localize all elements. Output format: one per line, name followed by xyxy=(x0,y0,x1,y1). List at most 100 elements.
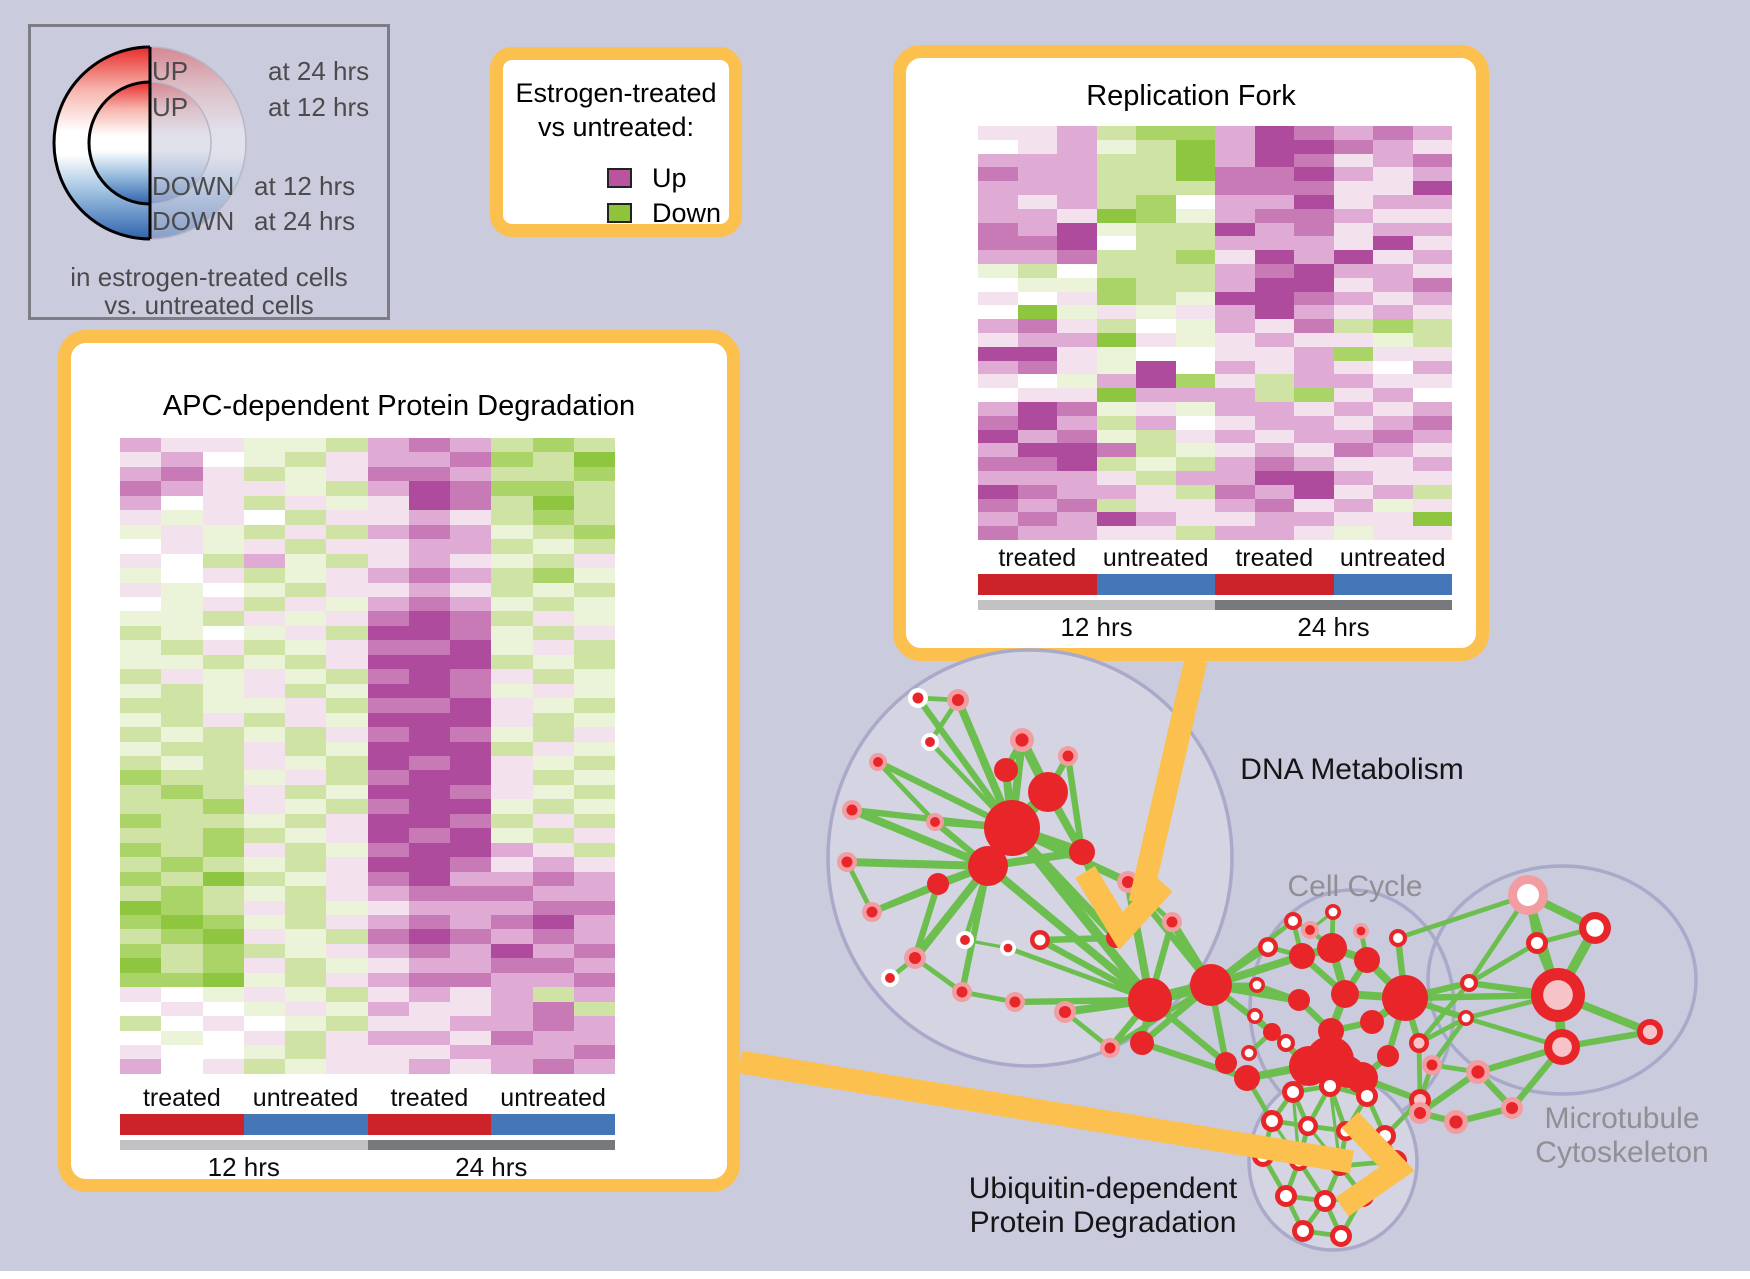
heatmap-cell xyxy=(1057,222,1097,237)
heatmap-cell xyxy=(243,958,285,973)
heatmap-cell xyxy=(1294,139,1334,154)
heatmap-cell xyxy=(1096,526,1136,540)
ring-down-24-label: DOWN xyxy=(152,206,235,236)
heatmap-cell xyxy=(1215,181,1255,195)
heatmap-cell xyxy=(450,741,492,756)
apc-heatmap xyxy=(120,438,615,1074)
heatmap-cell xyxy=(1412,194,1452,209)
heatmap-cell xyxy=(367,828,409,843)
heatmap-cell xyxy=(450,698,492,713)
heatmap-cell xyxy=(1017,208,1057,223)
heatmap-cell xyxy=(202,495,244,511)
heatmap-cell xyxy=(450,611,492,626)
heatmap-cell xyxy=(120,1001,162,1017)
heatmap-cell xyxy=(243,611,285,626)
heatmap-cell xyxy=(161,842,203,858)
heatmap-cell xyxy=(326,640,368,655)
heatmap-cell xyxy=(532,886,574,901)
heatmap-cell xyxy=(450,857,492,872)
heatmap-cell xyxy=(120,943,162,959)
heatmap-row xyxy=(120,669,615,684)
heatmap-cell xyxy=(1057,139,1097,154)
heatmap-cell xyxy=(1294,153,1334,168)
heatmap-cell xyxy=(573,510,615,525)
network-node xyxy=(1215,1052,1237,1074)
heatmap-cell xyxy=(1017,194,1057,209)
heatmap-cell xyxy=(978,346,1018,361)
heatmap-cell xyxy=(367,1016,409,1031)
heatmap-cell xyxy=(532,452,574,467)
heatmap-cell xyxy=(1175,401,1215,416)
heatmap-cell xyxy=(243,813,285,829)
heatmap-cell xyxy=(326,943,368,959)
heatmap-row xyxy=(120,596,615,612)
heatmap-cell xyxy=(1333,443,1373,458)
network-node xyxy=(1382,975,1428,1021)
heatmap-cell xyxy=(1294,429,1334,444)
heatmap-cell xyxy=(450,784,492,800)
time-label: 12 hrs xyxy=(207,1152,280,1182)
heatmap-cell xyxy=(573,755,615,771)
heatmap-cell xyxy=(408,900,450,915)
heatmap-cell xyxy=(243,582,285,597)
heatmap-cell xyxy=(367,755,409,771)
heatmap-cell xyxy=(202,1016,244,1031)
network-edge xyxy=(911,880,942,962)
heatmap-cell xyxy=(120,828,162,843)
heatmap-row xyxy=(978,277,1452,292)
heatmap-cell xyxy=(1017,277,1057,292)
network-node-core xyxy=(1328,907,1338,917)
heatmap-cell xyxy=(408,553,450,569)
heatmap-row xyxy=(120,466,615,482)
heatmap-cell xyxy=(367,524,409,540)
apc-time-bars xyxy=(120,1140,615,1150)
heatmap-cell xyxy=(1294,222,1334,237)
heatmap-cell xyxy=(202,466,244,482)
heatmap-cell xyxy=(573,741,615,756)
heatmap-cell xyxy=(285,582,327,597)
heatmap-row xyxy=(120,712,615,728)
heatmap-cell xyxy=(285,654,327,670)
heatmap-cell xyxy=(573,625,615,641)
network-node-core xyxy=(1009,996,1021,1008)
heatmap-cell xyxy=(1294,470,1334,485)
heatmap-cell xyxy=(491,987,533,1002)
heatmap-cell xyxy=(161,495,203,511)
heatmap-cell xyxy=(1215,291,1255,306)
heatmap-cell xyxy=(1096,181,1136,195)
heatmap-cell xyxy=(1096,263,1136,278)
cluster-label-line: DNA Metabolism xyxy=(1240,753,1464,786)
network-edge xyxy=(984,862,1154,1004)
heatmap-cell xyxy=(285,712,327,728)
heatmap-row xyxy=(120,871,615,887)
network-node-core xyxy=(1058,1005,1072,1019)
heatmap-cell xyxy=(573,582,615,597)
heatmap-cell xyxy=(1412,332,1452,347)
heatmap-cell xyxy=(326,727,368,742)
heatmap-cell xyxy=(243,857,285,872)
heatmap-cell xyxy=(1136,126,1176,140)
heatmap-cell xyxy=(1057,167,1097,182)
heatmap-cell xyxy=(532,553,574,569)
heatmap-cell xyxy=(573,1016,615,1031)
heatmap-cell xyxy=(1215,126,1255,140)
heatmap-cell xyxy=(450,640,492,655)
heatmap-cell xyxy=(326,987,368,1002)
down-label: Down xyxy=(652,198,722,228)
heatmap-cell xyxy=(285,842,327,858)
heatmap-cell xyxy=(285,452,327,467)
heatmap-cell xyxy=(285,886,327,901)
heatmap-cell xyxy=(491,669,533,684)
heatmap-cell xyxy=(161,481,203,496)
heatmap-cell xyxy=(326,510,368,525)
heatmap-cell xyxy=(1412,319,1452,333)
heatmap-cell xyxy=(202,481,244,496)
network-edge xyxy=(843,858,992,870)
heatmap-cell xyxy=(408,698,450,713)
heatmap-cell xyxy=(243,596,285,612)
network-node-core xyxy=(925,737,935,747)
heatmap-cell xyxy=(367,987,409,1002)
heatmap-cell xyxy=(202,1045,244,1060)
heatmap-cell xyxy=(491,654,533,670)
heatmap-cell xyxy=(1017,346,1057,361)
